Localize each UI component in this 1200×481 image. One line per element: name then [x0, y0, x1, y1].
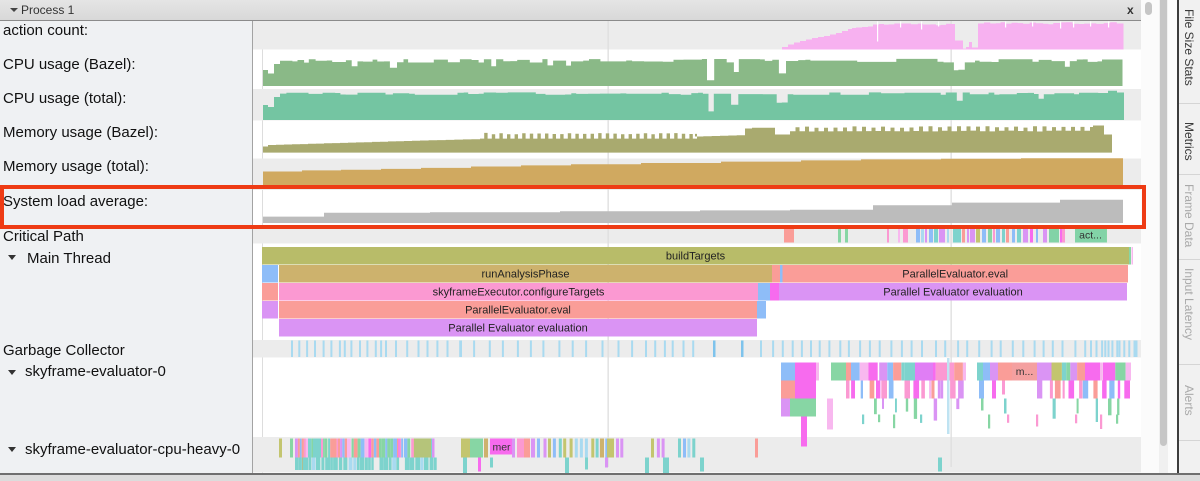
- svg-text:Parallel Evaluator evaluation: Parallel Evaluator evaluation: [448, 323, 587, 335]
- svg-text:act...: act...: [1079, 230, 1102, 242]
- svg-text:ParallelEvaluator.eval: ParallelEvaluator.eval: [465, 305, 571, 317]
- svg-text:m...: m...: [1016, 366, 1034, 378]
- svg-text:runAnalysisPhase: runAnalysisPhase: [481, 269, 569, 281]
- svg-text:skyframeExecutor.configureTarg: skyframeExecutor.configureTargets: [433, 287, 605, 299]
- svg-text:buildTargets: buildTargets: [666, 251, 726, 263]
- svg-text:mer: mer: [492, 442, 511, 454]
- svg-text:ParallelEvaluator.eval: ParallelEvaluator.eval: [902, 269, 1008, 281]
- svg-text:Parallel Evaluator evaluation: Parallel Evaluator evaluation: [883, 287, 1022, 299]
